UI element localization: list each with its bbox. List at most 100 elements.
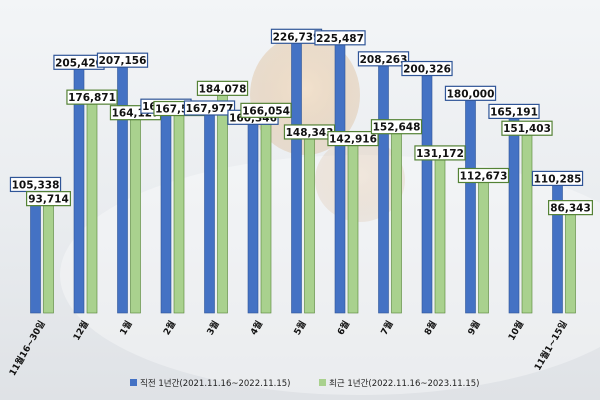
data-label-text: 110,285 bbox=[534, 173, 582, 185]
bar-prev-10 bbox=[465, 93, 476, 314]
data-labels-layer: 105,33893,714205,420176,871207,156164,12… bbox=[9, 28, 593, 216]
bar-recent-12 bbox=[565, 207, 576, 314]
bar-recent-4 bbox=[217, 88, 228, 314]
data-label-box bbox=[96, 52, 149, 68]
data-label-recent-10: 112,673 bbox=[457, 167, 510, 184]
data-label-box bbox=[240, 102, 292, 118]
data-label-text: 205,420 bbox=[55, 57, 103, 69]
x-tick-label-11: 10월 bbox=[505, 319, 526, 343]
data-label-recent-6: 148,343 bbox=[283, 124, 336, 140]
x-tick-label-10: 9월 bbox=[465, 319, 483, 338]
data-label-recent-9: 131,172 bbox=[414, 145, 466, 161]
data-label-recent-5: 166,054 bbox=[240, 102, 292, 118]
data-label-prev-6: 226,739 bbox=[270, 28, 323, 44]
data-label-box bbox=[196, 80, 249, 96]
bar-prev-9 bbox=[421, 68, 433, 314]
data-label-text: 167,977 bbox=[186, 103, 234, 115]
legend-label-series-2: 최근 1년간(2022.11.16~2023.11.15) bbox=[329, 378, 479, 389]
data-label-box bbox=[414, 145, 466, 161]
legend-swatch-series-2 bbox=[319, 379, 326, 386]
data-label-text: 208,263 bbox=[360, 54, 408, 66]
x-tick-label-5: 4월 bbox=[247, 319, 265, 338]
data-label-box bbox=[327, 130, 379, 147]
data-label-text: 176,871 bbox=[68, 92, 116, 104]
x-axis-ticks: 11월16~30일 12월 1월 2월 3월 4월 5월 6월 7월 8월 9월 10월 11월1~15… bbox=[6, 319, 569, 378]
data-label-recent-7: 142,916 bbox=[327, 130, 379, 147]
x-tick-label-8: 7월 bbox=[378, 319, 396, 338]
bar-prev-11 bbox=[508, 111, 520, 314]
data-label-text: 207,156 bbox=[99, 55, 147, 67]
bar-recent-5 bbox=[260, 110, 272, 314]
bar-recent-8 bbox=[391, 126, 402, 314]
bar-recent-10 bbox=[478, 175, 489, 314]
data-label-recent-0: 93,714 bbox=[26, 191, 71, 207]
bar-recent-9 bbox=[434, 152, 446, 314]
bar-recent-6 bbox=[304, 131, 315, 314]
data-label-text: 86,343 bbox=[550, 203, 591, 215]
bar-recent-1 bbox=[86, 96, 98, 314]
data-label-box bbox=[501, 120, 553, 136]
data-label-box bbox=[314, 30, 366, 46]
data-label-text: 112,673 bbox=[460, 170, 508, 182]
data-label-box bbox=[457, 167, 510, 184]
data-label-text: 151,403 bbox=[503, 123, 551, 135]
data-label-text: 152,648 bbox=[373, 122, 421, 134]
bar-recent-0 bbox=[43, 198, 54, 314]
x-tick-label-1: 12월 bbox=[70, 319, 91, 343]
data-label-text: 142,916 bbox=[329, 134, 377, 146]
data-label-box bbox=[444, 85, 497, 101]
data-label-box bbox=[401, 60, 453, 77]
data-label-recent-4: 184,078 bbox=[196, 80, 249, 96]
bar-prev-2 bbox=[117, 59, 128, 314]
data-label-prev-9: 200,326 bbox=[401, 60, 453, 77]
data-label-recent-11: 151,403 bbox=[501, 120, 553, 136]
data-label-prev-0: 105,338 bbox=[9, 176, 62, 193]
bar-prev-3 bbox=[160, 105, 172, 314]
data-label-prev-1: 205,420 bbox=[53, 54, 105, 70]
x-tick-label-0: 11월16~30일 bbox=[6, 319, 47, 378]
data-label-box bbox=[488, 103, 540, 119]
data-label-text: 93,714 bbox=[28, 194, 69, 206]
bar-prev-7 bbox=[334, 37, 346, 314]
data-label-recent-8: 152,648 bbox=[370, 119, 423, 135]
data-label-box bbox=[26, 191, 71, 207]
bar-recent-7 bbox=[347, 138, 359, 314]
x-tick-label-7: 6월 bbox=[334, 319, 352, 338]
data-label-text: 148,343 bbox=[286, 127, 334, 139]
data-label-text: 225,487 bbox=[316, 33, 364, 45]
data-label-text: 166,054 bbox=[242, 105, 290, 117]
bar-prev-6 bbox=[291, 35, 302, 314]
bar-recent-11 bbox=[521, 127, 533, 314]
bar-prev-5 bbox=[247, 117, 259, 314]
data-label-prev-4: 167,977 bbox=[183, 100, 236, 116]
data-label-text: 105,338 bbox=[12, 179, 60, 191]
x-tick-label-6: 5월 bbox=[291, 319, 309, 338]
data-label-prev-11: 165,191 bbox=[488, 103, 540, 119]
data-label-box bbox=[370, 119, 423, 135]
data-label-prev-10: 180,000 bbox=[444, 85, 497, 101]
data-label-text: 180,000 bbox=[447, 88, 495, 100]
data-label-prev-8: 208,263 bbox=[357, 51, 410, 67]
data-label-text: 200,326 bbox=[403, 64, 451, 76]
data-label-recent-1: 176,871 bbox=[66, 89, 118, 105]
legend-swatch-series-1 bbox=[130, 379, 137, 386]
data-label-prev-12: 110,285 bbox=[531, 170, 584, 187]
data-label-box bbox=[547, 200, 593, 216]
bar-prev-12 bbox=[552, 178, 563, 314]
data-label-prev-2: 207,156 bbox=[96, 52, 149, 68]
data-label-recent-12: 86,343 bbox=[547, 200, 593, 216]
data-label-box bbox=[531, 170, 584, 187]
x-tick-label-4: 3월 bbox=[204, 319, 222, 338]
bar-recent-3 bbox=[173, 108, 185, 314]
x-tick-label-3: 2월 bbox=[160, 319, 178, 338]
data-label-text: 226,739 bbox=[273, 31, 321, 43]
data-label-prev-7: 225,487 bbox=[314, 30, 366, 46]
data-label-box bbox=[357, 51, 410, 67]
x-tick-label-9: 8월 bbox=[421, 319, 439, 338]
bar-prev-8 bbox=[378, 58, 389, 314]
bar-prev-4 bbox=[204, 107, 215, 314]
data-label-text: 184,078 bbox=[199, 83, 247, 95]
data-label-text: 131,172 bbox=[416, 148, 464, 160]
data-label-box bbox=[66, 89, 118, 105]
